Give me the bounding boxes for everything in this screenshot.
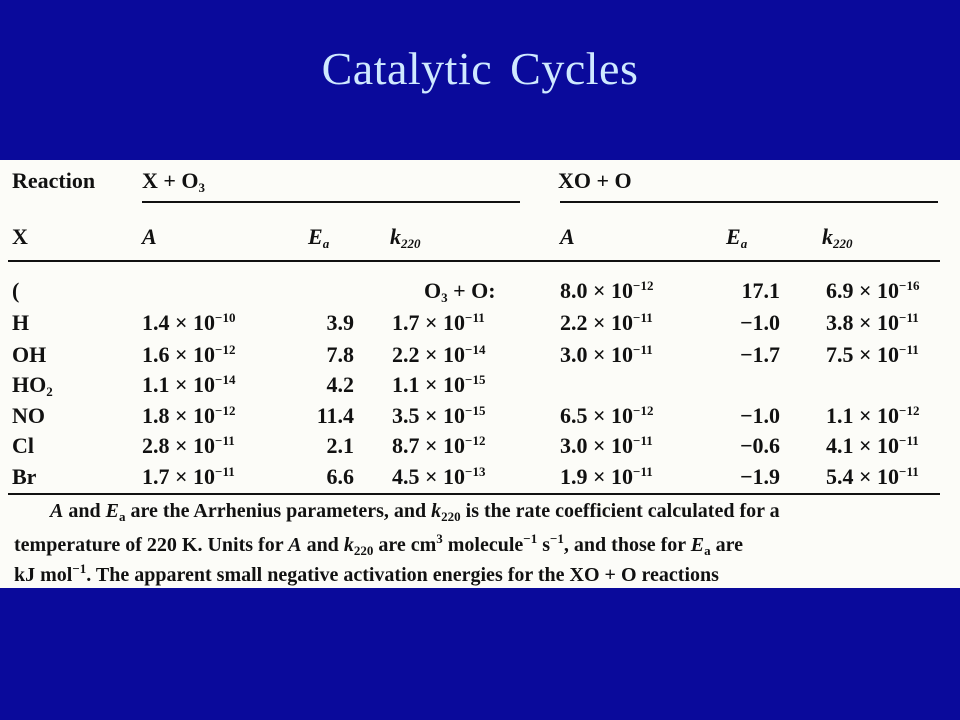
cell-ea2: −1.9: [739, 464, 780, 489]
cell-x: H: [12, 310, 30, 335]
cell-x: Br: [12, 464, 37, 489]
header-rule: [8, 260, 940, 262]
cell-x: NO: [12, 403, 45, 428]
cell-k1: 1.7 × 10−11: [392, 310, 485, 335]
cell-k1-reaction: O3 + O:: [424, 278, 496, 305]
cell-a2: 8.0 × 10−12: [560, 278, 654, 303]
header-k2: k220: [822, 224, 853, 251]
cell-a2: 2.2 × 10−11: [560, 310, 653, 335]
cell-ea2: −0.6: [739, 433, 780, 458]
bottom-rule: [8, 493, 940, 495]
header-ea1: Ea: [308, 224, 330, 251]
cell-k2: 7.5 × 10−11: [826, 342, 919, 367]
cell-a1: 1.4 × 10−10: [142, 310, 236, 335]
cell-k1: 2.2 × 10−14: [392, 342, 486, 367]
cell-k2: 3.8 × 10−11: [826, 310, 919, 335]
cell-ea1: 4.2: [326, 372, 355, 397]
group1-rule: [142, 201, 520, 203]
cell-a1: 1.7 × 10−11: [142, 464, 235, 489]
footnote-line-2: temperature of 220 K. Units for A and k2…: [14, 531, 744, 558]
cell-k1: 4.5 × 10−13: [392, 464, 486, 489]
cell-k1: 3.5 × 10−15: [392, 403, 486, 428]
cell-a1: 2.8 × 10−11: [142, 433, 235, 458]
cell-ea2: −1.7: [739, 342, 780, 367]
header-a1: A: [142, 224, 157, 249]
cell-ea2: 17.1: [741, 278, 781, 303]
scanned-table: Reaction X + O3 XO + O X A Ea k220 A Ea …: [0, 160, 960, 588]
header-a2: A: [560, 224, 575, 249]
cell-k2: 6.9 × 10−16: [826, 278, 920, 303]
cell-ea1: 3.9: [326, 310, 355, 335]
cell-x: Cl: [12, 433, 34, 458]
cell-a2: 3.0 × 10−11: [560, 342, 653, 367]
cell-a1: 1.8 × 10−12: [142, 403, 236, 428]
cell-ea2: −1.0: [739, 403, 780, 428]
cell-x: (: [12, 278, 20, 303]
cell-a2: 6.5 × 10−12: [560, 403, 654, 428]
header-x: X: [12, 224, 28, 249]
cell-k2: 1.1 × 10−12: [826, 403, 920, 428]
cell-k1: 8.7 × 10−12: [392, 433, 486, 458]
cell-a1: 1.1 × 10−14: [142, 372, 236, 397]
cell-k1: 1.1 × 10−15: [392, 372, 486, 397]
footnote-line-1: A and Ea are the Arrhenius parameters, a…: [50, 500, 780, 524]
header-group-xo-o: XO + O: [558, 168, 632, 193]
cell-ea1: 6.6: [326, 464, 355, 489]
header-ea2: Ea: [726, 224, 748, 251]
header-reaction: Reaction: [12, 168, 96, 193]
cell-ea1: 2.1: [326, 433, 355, 458]
cell-x: OH: [12, 342, 47, 367]
header-k1: k220: [390, 224, 421, 251]
cell-k2: 5.4 × 10−11: [826, 464, 919, 489]
cell-a1: 1.6 × 10−12: [142, 342, 236, 367]
header-group-x-o3: X + O3: [142, 168, 206, 195]
cell-a2: 3.0 × 10−11: [560, 433, 653, 458]
cell-a2: 1.9 × 10−11: [560, 464, 653, 489]
cell-k2: 4.1 × 10−11: [826, 433, 919, 458]
slide-title: Catalytic Cycles: [321, 43, 639, 94]
cell-ea2: −1.0: [739, 310, 780, 335]
group2-rule: [560, 201, 938, 203]
cell-x: HO2: [12, 372, 53, 399]
cell-ea1: 7.8: [326, 342, 355, 367]
footnote-line-3: kJ mol−1. The apparent small negative ac…: [14, 561, 719, 586]
cell-ea1: 11.4: [316, 403, 354, 428]
